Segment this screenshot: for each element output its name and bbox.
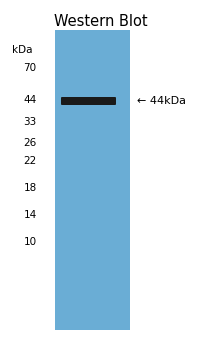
Text: 33: 33 <box>23 117 36 127</box>
Text: kDa: kDa <box>12 45 32 55</box>
Text: 22: 22 <box>23 156 36 166</box>
Text: 26: 26 <box>23 138 36 148</box>
Text: 14: 14 <box>23 210 36 220</box>
Text: ← 44kDa: ← 44kDa <box>136 96 185 106</box>
Text: 10: 10 <box>23 237 36 247</box>
Text: 70: 70 <box>23 63 36 73</box>
Bar <box>55 30 129 330</box>
Text: 18: 18 <box>23 183 36 193</box>
Text: Western Blot: Western Blot <box>54 14 147 29</box>
FancyBboxPatch shape <box>61 97 115 105</box>
Text: 44: 44 <box>23 95 36 105</box>
